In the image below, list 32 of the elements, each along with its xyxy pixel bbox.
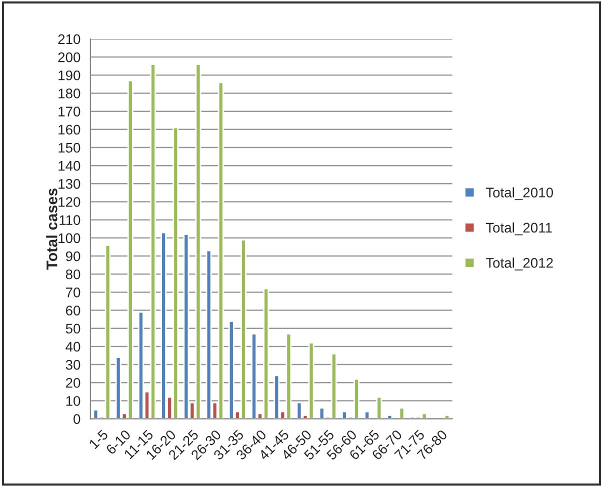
y-tick-label: 130 xyxy=(58,179,80,189)
y-tick-label: 90 xyxy=(66,251,80,262)
y-tick-label: 210 xyxy=(58,34,80,44)
y-tick-label: 50 xyxy=(66,324,80,334)
bar xyxy=(376,396,382,419)
y-tick-label: 110 xyxy=(60,215,80,226)
y-tick-label: 140 xyxy=(58,160,80,171)
y-tick-label: 40 xyxy=(66,342,80,352)
bar xyxy=(364,410,370,419)
bar xyxy=(386,414,393,419)
y-tick-label: 20 xyxy=(66,378,80,388)
y-tick-label: 190 xyxy=(58,70,80,80)
legend-label: Total_2010 xyxy=(486,187,553,200)
y-tick-label: 80 xyxy=(66,269,80,280)
x-tick-label: 1-5 xyxy=(88,429,109,450)
y-tick-label: 120 xyxy=(58,197,80,207)
y-tick-label: 0 xyxy=(74,414,80,424)
y-tick-label: 60 xyxy=(66,306,80,316)
y-tick-label: 100 xyxy=(58,233,80,244)
y-tick-label: 70 xyxy=(66,288,80,298)
y-tick-label: 150 xyxy=(58,142,80,153)
y-tick-label: 160 xyxy=(58,124,80,135)
legend-label: Total_2012 xyxy=(486,258,553,270)
legend-label: Total_2011 xyxy=(486,222,552,236)
y-tick-label: 180 xyxy=(58,88,80,98)
y-tick-label: 30 xyxy=(66,360,80,370)
y-tick-label: 170 xyxy=(58,106,80,116)
bar xyxy=(444,414,450,419)
bar xyxy=(398,407,405,419)
y-tick-label: 200 xyxy=(58,52,80,62)
y-tick-label: 10 xyxy=(66,396,80,406)
y-axis-title: Total cases xyxy=(46,188,58,270)
